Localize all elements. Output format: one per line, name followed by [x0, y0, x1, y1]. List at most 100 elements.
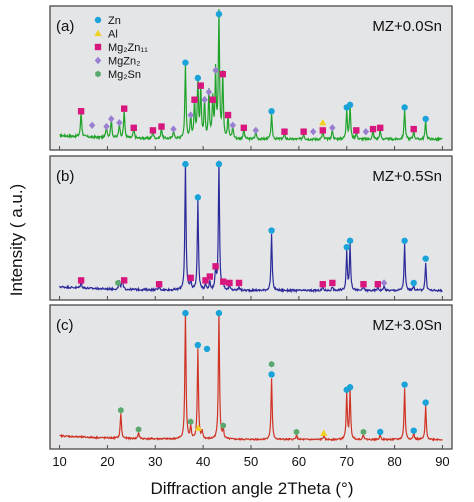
- phase-marker-mgzn2: [252, 126, 259, 135]
- legend-marker-mgzn2: [94, 56, 102, 65]
- phase-marker-zn: [346, 384, 354, 391]
- phase-marker-zn: [194, 341, 202, 349]
- phase-marker-zn: [401, 237, 408, 244]
- phase-marker-mg2sn: [115, 279, 121, 287]
- phase-marker-mg2zn11: [209, 96, 216, 103]
- phase-marker-mg2zn11: [155, 281, 163, 288]
- xrd-line-1: [59, 8, 443, 143]
- phase-marker-al: [319, 118, 327, 126]
- phase-marker-zn: [215, 160, 223, 168]
- phase-marker-zn: [268, 108, 275, 115]
- phase-marker-zn: [182, 309, 189, 317]
- phase-marker-mg2sn: [187, 418, 194, 425]
- phase-marker-zn: [422, 255, 429, 262]
- panel-frame: [49, 304, 453, 450]
- phase-marker-mgzn2: [329, 124, 336, 132]
- legend-marker-mg2sn: [95, 70, 101, 78]
- phase-marker-zn: [422, 399, 429, 406]
- phase-marker-mg2zn11: [120, 105, 128, 112]
- phase-marker-zn: [215, 309, 223, 317]
- phase-marker-mgzn2: [212, 66, 219, 75]
- legend-label-zn: Zn: [108, 15, 121, 27]
- phase-marker-mg2zn11: [158, 123, 165, 130]
- phase-marker-mg2zn11: [191, 96, 198, 103]
- phase-marker-mgzn2: [362, 127, 370, 136]
- phase-marker-mgzn2: [229, 121, 237, 129]
- phase-marker-zn: [194, 74, 202, 82]
- panel-tag: (a): [56, 18, 74, 35]
- xrd-line-2: [59, 160, 443, 294]
- phase-marker-zn: [268, 371, 275, 378]
- phase-marker-mgzn2: [310, 127, 317, 136]
- phase-marker-zn: [377, 428, 384, 436]
- phase-marker-zn: [346, 237, 354, 244]
- xrd-line-3: [59, 310, 443, 442]
- phase-marker-mg2zn11: [120, 277, 128, 284]
- phase-marker-mg2zn11: [224, 111, 232, 119]
- phase-marker-mg2sn: [135, 426, 142, 433]
- phase-marker-zn: [401, 381, 408, 388]
- phase-marker-zn: [215, 10, 223, 18]
- phase-marker-mg2zn11: [329, 279, 336, 287]
- phase-marker-al: [320, 429, 328, 436]
- phase-marker-mgzn2: [116, 119, 123, 127]
- x-tick-label: 60: [292, 454, 306, 469]
- phase-marker-zn: [346, 101, 354, 109]
- phase-marker-mg2zn11: [353, 127, 360, 134]
- panel-3: (c) MZ+3.0Sn: [49, 304, 453, 450]
- panel-composition: MZ+0.0Sn: [372, 18, 442, 35]
- legend-label-mgzn2: MgZn₂: [108, 56, 140, 68]
- phase-marker-mg2zn11: [220, 278, 227, 285]
- phase-marker-mg2zn11: [240, 124, 248, 132]
- legend-label-mg2sn: Mg₂Sn: [108, 69, 141, 81]
- phase-marker-mg2zn11: [77, 277, 85, 284]
- phase-marker-zn: [182, 59, 189, 66]
- phase-marker-mg2zn11: [219, 70, 226, 78]
- phase-marker-mg2zn11: [77, 108, 85, 115]
- phase-marker-zn: [194, 194, 202, 201]
- phase-marker-mg2zn11: [300, 128, 307, 135]
- phase-marker-mg2zn11: [206, 273, 214, 280]
- x-axis-label: Diffraction angle 2Theta (°): [150, 479, 353, 498]
- phase-marker-mg2zn11: [369, 125, 377, 133]
- phase-marker-mgzn2: [103, 122, 110, 131]
- phase-marker-al: [194, 424, 202, 431]
- phase-marker-mg2zn11: [410, 125, 417, 133]
- phase-marker-zn: [182, 160, 189, 168]
- x-tick-label: 90: [435, 454, 449, 469]
- phase-marker-mg2sn: [293, 428, 300, 436]
- phase-marker-mg2sn: [118, 407, 124, 414]
- x-tick-label: 80: [387, 454, 401, 469]
- phase-marker-mgzn2: [380, 279, 388, 287]
- x-tick-label: 50: [244, 454, 258, 469]
- phase-marker-mg2zn11: [149, 127, 157, 134]
- phase-marker-mg2zn11: [319, 127, 326, 134]
- panel-2: (b) MZ+0.5Sn: [49, 155, 453, 301]
- phase-marker-mg2zn11: [235, 279, 243, 287]
- phase-marker-mg2zn11: [226, 279, 233, 287]
- phase-marker-mg2zn11: [374, 281, 382, 288]
- phase-marker-mg2zn11: [187, 274, 194, 282]
- phase-marker-mgzn2: [88, 121, 96, 129]
- phase-marker-mg2zn11: [212, 263, 219, 270]
- panel-tag: (c): [56, 317, 74, 334]
- phase-marker-mg2sn: [268, 361, 275, 368]
- phase-marker-zn: [410, 427, 417, 434]
- panel-frame: [49, 5, 453, 151]
- legend-label-al: Al: [108, 29, 118, 41]
- phase-marker-zn: [422, 115, 429, 123]
- phase-marker-mg2zn11: [377, 124, 384, 132]
- phase-marker-mg2zn11: [281, 128, 288, 135]
- phase-marker-zn: [268, 227, 275, 234]
- phase-marker-mg2zn11: [130, 124, 137, 132]
- x-tick-label: 20: [100, 454, 114, 469]
- phase-marker-mgzn2: [205, 88, 213, 96]
- y-axis-label: Intensity ( a.u.): [7, 184, 26, 296]
- phase-marker-mg2zn11: [197, 82, 204, 89]
- x-tick-label: 70: [339, 454, 353, 469]
- phase-marker-mg2sn: [360, 428, 367, 436]
- phase-marker-mgzn2: [108, 115, 115, 123]
